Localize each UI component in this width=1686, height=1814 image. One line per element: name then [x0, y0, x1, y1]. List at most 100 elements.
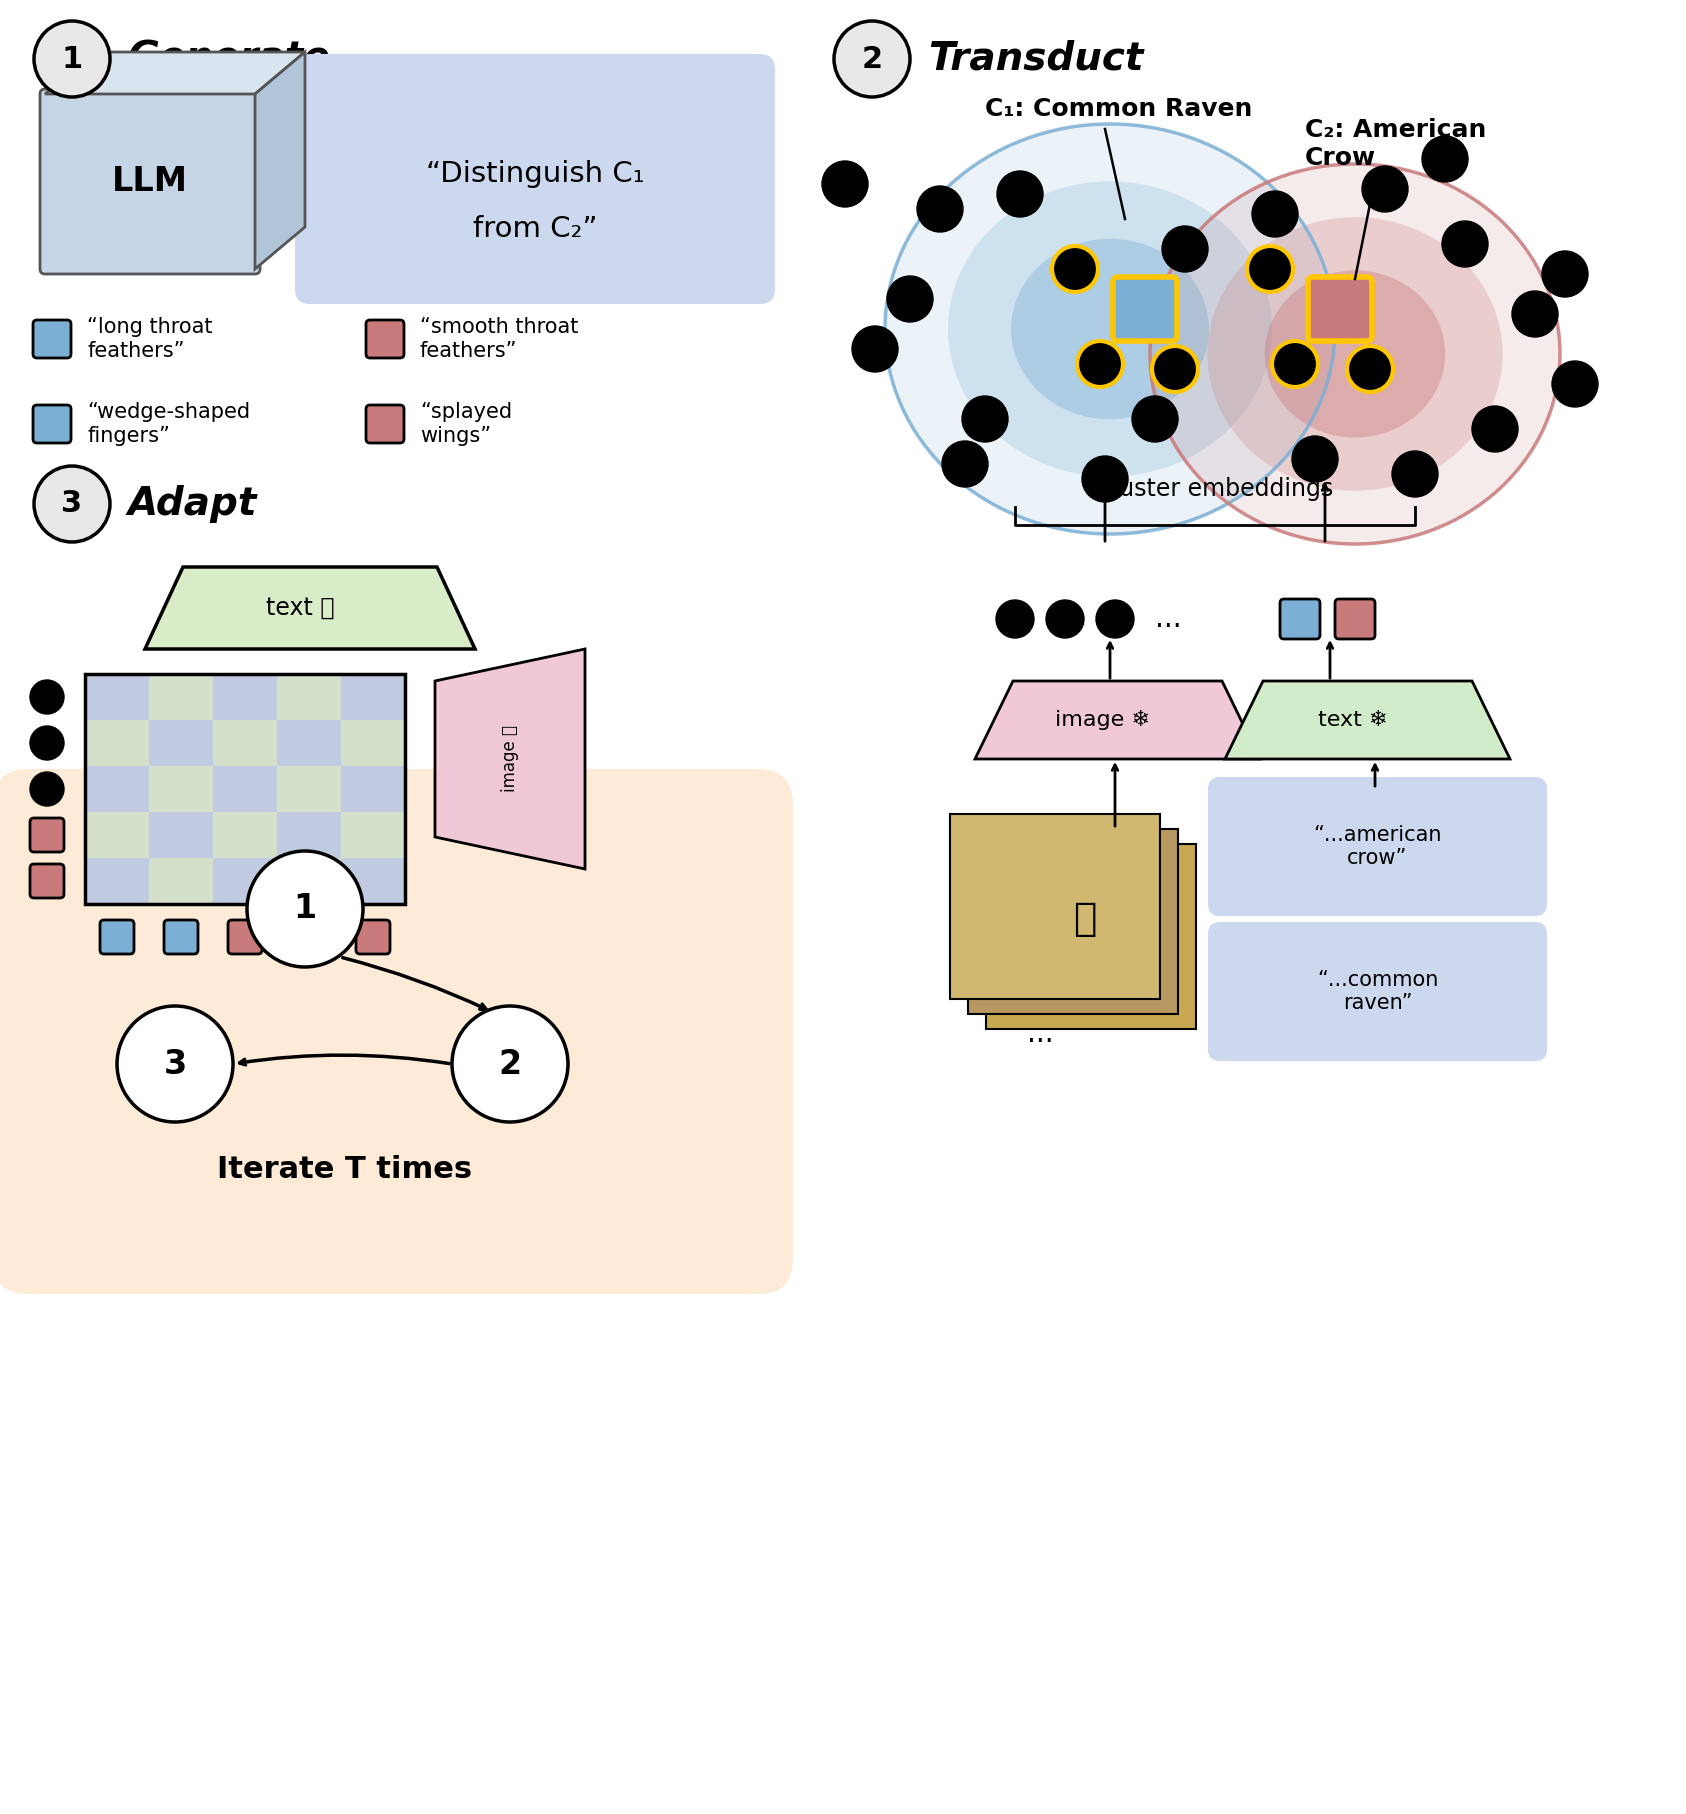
Text: from C₂”: from C₂” [472, 216, 597, 243]
Circle shape [1472, 406, 1517, 452]
FancyBboxPatch shape [34, 405, 71, 443]
Bar [277, 675, 341, 720]
Polygon shape [975, 680, 1259, 758]
FancyBboxPatch shape [1308, 278, 1372, 341]
Circle shape [1045, 600, 1084, 639]
Text: 1: 1 [61, 45, 83, 74]
Circle shape [1442, 221, 1489, 267]
FancyBboxPatch shape [366, 405, 405, 443]
Text: LLM: LLM [111, 165, 189, 198]
Circle shape [1077, 341, 1123, 386]
Bar [148, 766, 212, 813]
Ellipse shape [1264, 270, 1445, 437]
Bar [277, 813, 341, 858]
Text: text ❄️: text ❄️ [1318, 709, 1388, 729]
Text: “smooth throat
feathers”: “smooth throat feathers” [420, 317, 578, 361]
Ellipse shape [1207, 218, 1502, 492]
Bar [84, 675, 405, 903]
Text: Adapt: Adapt [128, 484, 258, 522]
Circle shape [30, 773, 64, 805]
Text: “splayed
wings”: “splayed wings” [420, 403, 513, 446]
Bar [84, 813, 148, 858]
Text: 3: 3 [61, 490, 83, 519]
Circle shape [1362, 167, 1408, 212]
Circle shape [1393, 452, 1438, 497]
Ellipse shape [1012, 239, 1209, 419]
Circle shape [963, 395, 1008, 443]
Bar [277, 858, 341, 903]
Polygon shape [1226, 680, 1511, 758]
Text: text 🔥: text 🔥 [266, 597, 334, 620]
Ellipse shape [948, 181, 1271, 477]
FancyBboxPatch shape [30, 818, 64, 853]
FancyBboxPatch shape [292, 920, 325, 954]
Ellipse shape [1150, 163, 1560, 544]
Bar [341, 813, 405, 858]
FancyBboxPatch shape [295, 54, 776, 305]
Circle shape [1253, 190, 1298, 238]
Circle shape [1291, 435, 1339, 483]
Bar [277, 766, 341, 813]
Polygon shape [435, 649, 585, 869]
Circle shape [1512, 290, 1558, 337]
Circle shape [1248, 247, 1293, 292]
FancyBboxPatch shape [0, 769, 792, 1293]
Text: C₁: Common Raven: C₁: Common Raven [985, 96, 1253, 122]
Circle shape [887, 276, 932, 323]
Text: ...: ... [1027, 1019, 1054, 1048]
Bar [148, 813, 212, 858]
Text: image 🔥: image 🔥 [501, 726, 519, 793]
Text: “wedge-shaped
fingers”: “wedge-shaped fingers” [88, 403, 250, 446]
Bar [84, 675, 148, 720]
Bar [212, 813, 277, 858]
Bar [212, 720, 277, 766]
Circle shape [30, 726, 64, 760]
Circle shape [34, 22, 110, 96]
Bar [84, 720, 148, 766]
Bar [341, 720, 405, 766]
FancyBboxPatch shape [34, 319, 71, 357]
Text: Transduct: Transduct [927, 40, 1143, 78]
Circle shape [1421, 136, 1469, 181]
FancyBboxPatch shape [366, 319, 405, 357]
FancyBboxPatch shape [1335, 599, 1376, 639]
FancyBboxPatch shape [228, 920, 261, 954]
Bar [212, 675, 277, 720]
Circle shape [1096, 600, 1135, 639]
Circle shape [248, 851, 362, 967]
Circle shape [1553, 361, 1598, 406]
Bar [148, 720, 212, 766]
FancyBboxPatch shape [164, 920, 197, 954]
Text: 2: 2 [862, 45, 882, 74]
Circle shape [1131, 395, 1179, 443]
Bar [341, 675, 405, 720]
FancyBboxPatch shape [1207, 776, 1548, 916]
Circle shape [30, 680, 64, 715]
Text: “...american
crow”: “...american crow” [1313, 825, 1442, 869]
Circle shape [823, 161, 868, 207]
Circle shape [942, 441, 988, 486]
Text: “...common
raven”: “...common raven” [1317, 970, 1438, 1012]
Text: “Distinguish C₁: “Distinguish C₁ [427, 160, 644, 189]
Circle shape [116, 1007, 233, 1123]
FancyBboxPatch shape [1113, 278, 1177, 341]
Circle shape [1082, 455, 1128, 502]
Bar [148, 858, 212, 903]
FancyBboxPatch shape [99, 920, 133, 954]
Bar [968, 829, 1179, 1014]
Text: Cluster embeddings: Cluster embeddings [1096, 477, 1334, 501]
Bar [84, 766, 148, 813]
FancyBboxPatch shape [1280, 599, 1320, 639]
Text: Generate: Generate [128, 40, 330, 78]
Bar [341, 766, 405, 813]
Text: 2: 2 [499, 1047, 521, 1081]
Bar [148, 675, 212, 720]
Circle shape [996, 171, 1044, 218]
Text: image ❄️: image ❄️ [1055, 709, 1150, 729]
Polygon shape [255, 53, 305, 268]
Polygon shape [46, 53, 305, 94]
Bar [84, 858, 148, 903]
FancyBboxPatch shape [40, 89, 260, 274]
Circle shape [1152, 346, 1199, 392]
Text: 3: 3 [164, 1047, 187, 1081]
